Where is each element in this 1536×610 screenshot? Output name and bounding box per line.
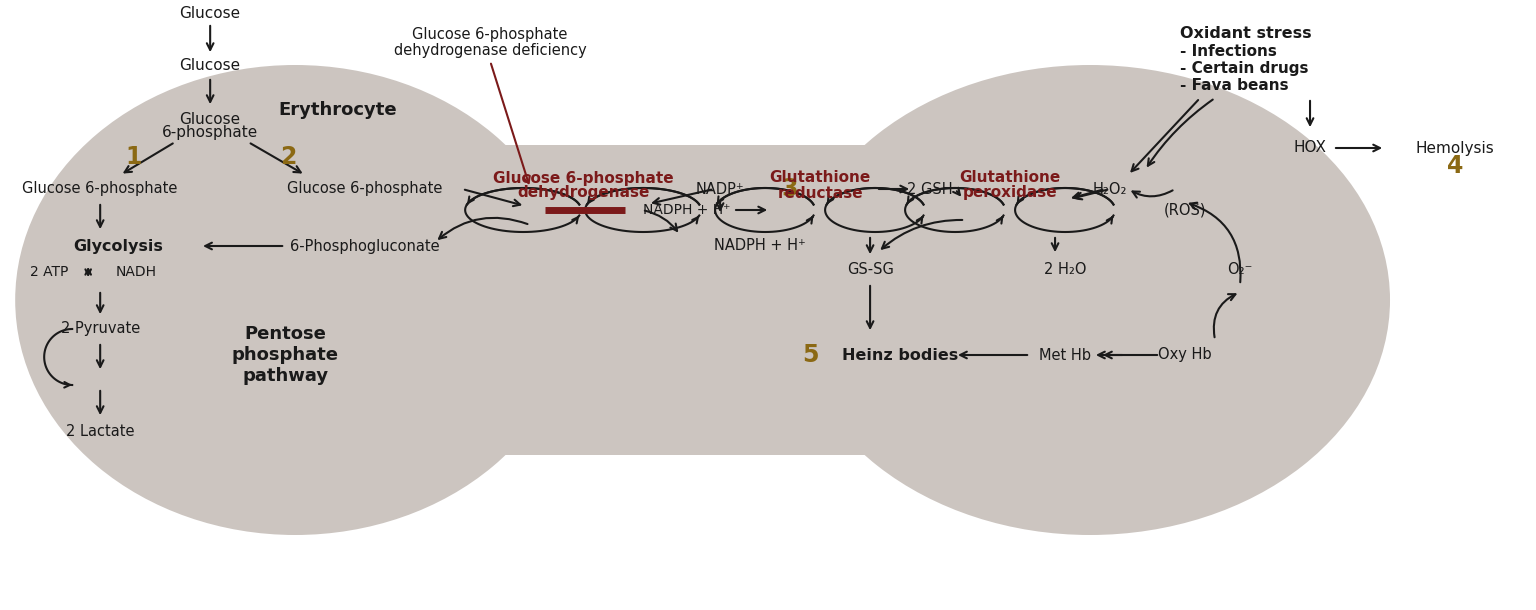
Text: Glycolysis: Glycolysis (74, 239, 163, 254)
Text: dehydrogenase deficiency: dehydrogenase deficiency (393, 43, 587, 57)
Text: 6-phosphate: 6-phosphate (161, 126, 258, 140)
Text: 4: 4 (1447, 154, 1464, 178)
Ellipse shape (15, 65, 574, 535)
Text: NADPH + H⁺: NADPH + H⁺ (714, 239, 806, 254)
Text: Glucose: Glucose (180, 59, 241, 73)
Text: O₂⁻: O₂⁻ (1227, 262, 1253, 278)
Text: 2 Lactate: 2 Lactate (66, 425, 135, 439)
Text: NADP⁺: NADP⁺ (696, 182, 745, 196)
Text: 5: 5 (802, 343, 819, 367)
Text: NADH: NADH (115, 265, 157, 279)
Text: Glucose 6-phosphate: Glucose 6-phosphate (493, 171, 673, 185)
Text: 3: 3 (782, 177, 799, 201)
Text: 2 GSH: 2 GSH (908, 182, 952, 196)
Text: - Fava beans: - Fava beans (1180, 77, 1289, 93)
Text: - Certain drugs: - Certain drugs (1180, 60, 1309, 76)
Text: reductase: reductase (777, 185, 863, 201)
Text: dehydrogenase: dehydrogenase (518, 185, 650, 201)
Text: Glucose 6-phosphate: Glucose 6-phosphate (287, 182, 442, 196)
Text: 6-Phosphogluconate: 6-Phosphogluconate (290, 239, 439, 254)
Text: 1: 1 (124, 145, 141, 169)
Text: Oxidant stress: Oxidant stress (1180, 26, 1312, 40)
Text: Glucose: Glucose (180, 5, 241, 21)
Text: 2 ATP: 2 ATP (29, 265, 68, 279)
Polygon shape (501, 145, 869, 455)
Text: Glucose 6-phosphate: Glucose 6-phosphate (23, 182, 178, 196)
Ellipse shape (790, 65, 1390, 535)
Text: 2 H₂O: 2 H₂O (1044, 262, 1086, 278)
Text: Heinz bodies: Heinz bodies (842, 348, 958, 362)
Text: H₂O₂: H₂O₂ (1092, 182, 1127, 196)
Text: Glucose: Glucose (180, 112, 241, 126)
Text: 2: 2 (280, 145, 296, 169)
Text: Met Hb: Met Hb (1038, 348, 1091, 362)
Text: GS-SG: GS-SG (846, 262, 894, 278)
Text: 2 Pyruvate: 2 Pyruvate (60, 321, 140, 337)
Text: Pentose
phosphate
pathway: Pentose phosphate pathway (232, 325, 338, 385)
Text: - Infections: - Infections (1180, 43, 1276, 59)
Text: Oxy Hb: Oxy Hb (1158, 348, 1212, 362)
Text: HOX: HOX (1293, 140, 1327, 156)
Text: peroxidase: peroxidase (963, 185, 1057, 201)
Text: Hemolysis: Hemolysis (1416, 140, 1495, 156)
Text: Erythrocyte: Erythrocyte (280, 101, 398, 119)
Text: Glutathione: Glutathione (960, 171, 1061, 185)
Text: (ROS): (ROS) (1164, 203, 1206, 218)
Text: NADPH + H⁺: NADPH + H⁺ (642, 203, 730, 217)
Text: Glucose 6-phosphate: Glucose 6-phosphate (413, 27, 568, 43)
Text: Glutathione: Glutathione (770, 171, 871, 185)
